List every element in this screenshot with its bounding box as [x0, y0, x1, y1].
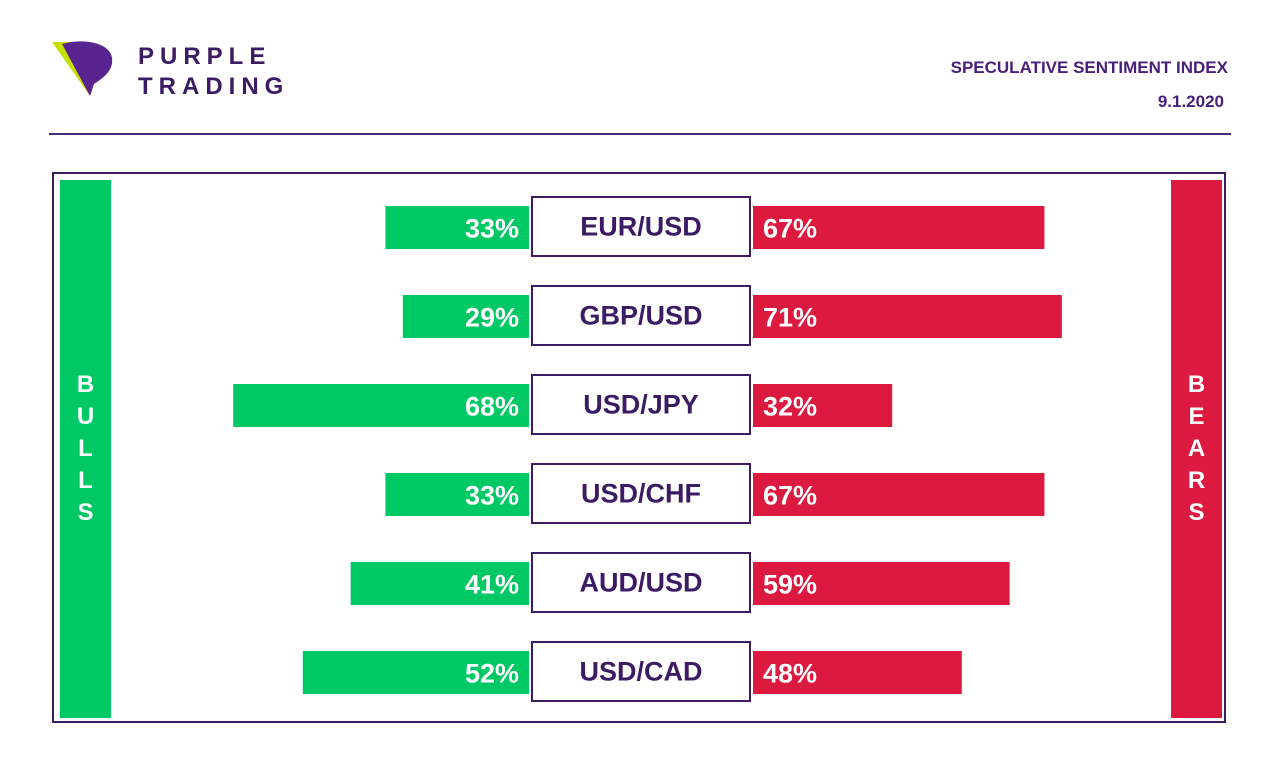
- header-divider: [49, 133, 1231, 135]
- bulls-label-letter: B: [76, 371, 95, 398]
- chart-frame: [52, 172, 1226, 723]
- bulls-label-letter: L: [78, 467, 93, 494]
- bears-label-letter: B: [1187, 371, 1206, 398]
- logo-line-1: PURPLE: [138, 43, 272, 70]
- page-date: 9.1.2020: [1157, 92, 1224, 111]
- bears-label-letter: R: [1187, 467, 1206, 494]
- bulls-label-letter: L: [78, 435, 93, 462]
- purple-trading-logo-icon: [52, 41, 113, 96]
- bears-label-letter: S: [1188, 499, 1205, 526]
- bulls-label-letter: U: [76, 403, 95, 430]
- purple-trading-logo: PURPLE TRADING: [52, 40, 312, 100]
- bulls-label-letter: S: [77, 499, 94, 526]
- bears-label-letter: E: [1188, 403, 1205, 430]
- bears-label-letter: A: [1187, 435, 1206, 462]
- logo-line-2: TRADING: [138, 73, 290, 100]
- logo-wordmark: PURPLE TRADING: [138, 42, 289, 102]
- page-title: SPECULATIVE SENTIMENT INDEX: [950, 58, 1228, 77]
